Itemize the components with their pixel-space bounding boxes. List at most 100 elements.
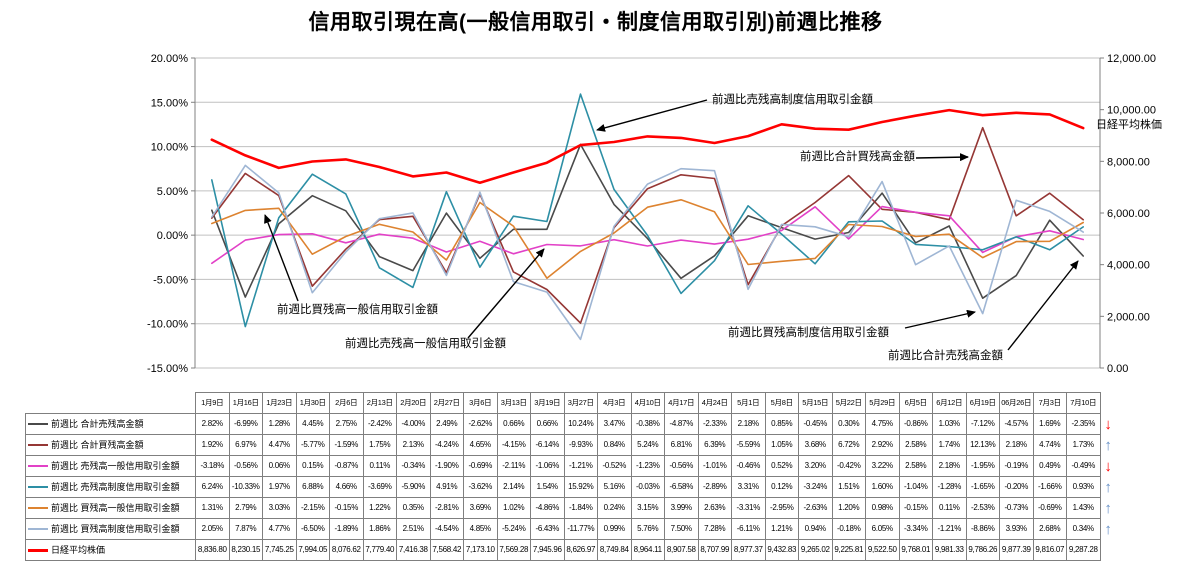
value-cell: -4.15% xyxy=(496,434,531,456)
value-cell: -0.69% xyxy=(1032,497,1067,519)
annotation-arrow xyxy=(904,309,976,329)
value-cell: 7,745.25 xyxy=(262,539,297,561)
table-header-row: 1月9日 1月16日 1月23日 1月30日 2月6日 2月13日 2月20日 2月27日 3月… xyxy=(26,392,1117,414)
value-cell: 1.97% xyxy=(262,476,297,498)
value-cell: 3.69% xyxy=(463,497,498,519)
value-cell: -0.49% xyxy=(1066,455,1101,477)
value-cell: -2.15% xyxy=(295,497,330,519)
trend-none xyxy=(1100,540,1116,561)
right-axis-label: 4,000.00 xyxy=(1107,260,1150,272)
value-cell: -2.62% xyxy=(463,413,498,435)
value-cell: -0.73% xyxy=(999,497,1034,519)
value-cell: 8,836.80 xyxy=(195,539,230,561)
value-cell: -2.81% xyxy=(429,497,464,519)
series-name: 前週比 買残高制度信用取引金額 xyxy=(51,523,180,534)
value-cell: 6.97% xyxy=(228,434,263,456)
value-cell: 1.69% xyxy=(1032,413,1067,435)
date-header-cell: 7月3日 xyxy=(1032,392,1067,414)
value-cell: 8,977.37 xyxy=(731,539,766,561)
series-line-7 xyxy=(210,108,1085,184)
value-cell: -0.15% xyxy=(329,497,364,519)
value-cell: 8,907.58 xyxy=(664,539,699,561)
date-header-cell: 3月27日 xyxy=(563,392,598,414)
annotation-label: 前週比合計売残高金額 xyxy=(888,348,1003,362)
value-cell: -5.77% xyxy=(295,434,330,456)
value-cell: 2.58% xyxy=(898,434,933,456)
value-cell: 2.49% xyxy=(429,413,464,435)
value-cell: -1.84% xyxy=(563,497,598,519)
value-cell: -5.24% xyxy=(496,518,531,540)
date-header-cell: 2月27日 xyxy=(429,392,464,414)
date-header-cell: 6月12日 xyxy=(932,392,967,414)
value-cell: 6.72% xyxy=(831,434,866,456)
value-cell: 4.75% xyxy=(865,413,900,435)
value-cell: -9.93% xyxy=(563,434,598,456)
series-name: 日経平均株価 xyxy=(51,544,106,555)
value-cell: -2.89% xyxy=(697,476,732,498)
date-header-cell: 5月8日 xyxy=(764,392,799,414)
value-cell: 1.22% xyxy=(362,497,397,519)
value-cell: 1.21% xyxy=(764,518,799,540)
value-cell: -3.24% xyxy=(798,476,833,498)
annotation-arrow xyxy=(1007,260,1079,351)
value-cell: 0.66% xyxy=(496,413,531,435)
value-cell: -0.15% xyxy=(898,497,933,519)
value-cell: -4.87% xyxy=(664,413,699,435)
right-axis-label: 8,000.00 xyxy=(1107,156,1150,168)
series-name: 前週比 売残高一般信用取引金額 xyxy=(51,460,180,471)
value-cell: 0.49% xyxy=(1032,455,1067,477)
series-color-swatch xyxy=(28,444,48,447)
value-cell: 6.05% xyxy=(865,518,900,540)
annotation-arrow xyxy=(467,248,545,339)
value-cell: 0.98% xyxy=(865,497,900,519)
value-cell: -6.99% xyxy=(228,413,263,435)
value-cell: 0.84% xyxy=(597,434,632,456)
series-color-swatch xyxy=(28,528,48,531)
value-cell: -1.90% xyxy=(429,455,464,477)
value-cell: 1.54% xyxy=(530,476,565,498)
right-axis-label: 10,000.00 xyxy=(1107,105,1156,117)
value-cell: -0.38% xyxy=(630,413,665,435)
value-cell: -0.18% xyxy=(831,518,866,540)
value-cell: -3.62% xyxy=(463,476,498,498)
value-cell: 1.43% xyxy=(1066,497,1101,519)
value-cell: 2.75% xyxy=(329,413,364,435)
annotation-arrow xyxy=(596,99,708,132)
corner-cell xyxy=(26,393,196,414)
value-cell: -4.54% xyxy=(429,518,464,540)
series-name: 前週比 買残高一般信用取引金額 xyxy=(51,502,180,513)
value-cell: 9,432.83 xyxy=(764,539,799,561)
value-cell: 4.77% xyxy=(262,518,297,540)
date-header-cell: 7月10日 xyxy=(1066,392,1101,414)
value-cell: -2.11% xyxy=(496,455,531,477)
value-cell: 8,626.97 xyxy=(563,539,598,561)
series-line-6 xyxy=(211,164,1084,341)
series-label-cell: 前週比 合計売残高金額 xyxy=(25,413,196,435)
value-cell: -0.56% xyxy=(228,455,263,477)
table-row: 前週比 売残高一般信用取引金額 -3.18% -0.56% 0.06% 0.15% -0.… xyxy=(25,455,1117,477)
right-axis-title: 日経平均株価 xyxy=(1096,119,1162,131)
table-row: 前週比 合計売残高金額 2.82% -6.99% 1.28% 4.45% 2.75% -2.… xyxy=(25,413,1117,435)
value-cell: 3.68% xyxy=(798,434,833,456)
value-cell: 1.02% xyxy=(496,497,531,519)
right-axis-label: 2,000.00 xyxy=(1107,311,1150,323)
value-cell: 0.94% xyxy=(798,518,833,540)
value-cell: -5.59% xyxy=(731,434,766,456)
table-row: 日経平均株価 8,836.80 8,230.15 7,745.25 7,994.05 8,… xyxy=(25,539,1117,561)
value-cell: -1.06% xyxy=(530,455,565,477)
left-axis-label: 0.00% xyxy=(157,230,188,242)
value-cell: 1.75% xyxy=(362,434,397,456)
date-header-cell: 3月19日 xyxy=(530,392,565,414)
value-cell: 12.13% xyxy=(965,434,1000,456)
value-cell: 2.05% xyxy=(195,518,230,540)
date-header-cell: 4月10日 xyxy=(630,392,665,414)
value-cell: 0.35% xyxy=(396,497,431,519)
data-table: 1月9日 1月16日 1月23日 1月30日 2月6日 2月13日 2月20日 2月27日 3月… xyxy=(25,392,1117,561)
date-header-cell: 4月17日 xyxy=(664,392,699,414)
value-cell: -3.69% xyxy=(362,476,397,498)
value-cell: -0.34% xyxy=(396,455,431,477)
chart-title: 信用取引現在高(一般信用取引・制度信用取引別)前週比推移 xyxy=(308,11,883,34)
value-cell: -1.21% xyxy=(563,455,598,477)
trend-up-icon: ↑ xyxy=(1104,499,1112,517)
